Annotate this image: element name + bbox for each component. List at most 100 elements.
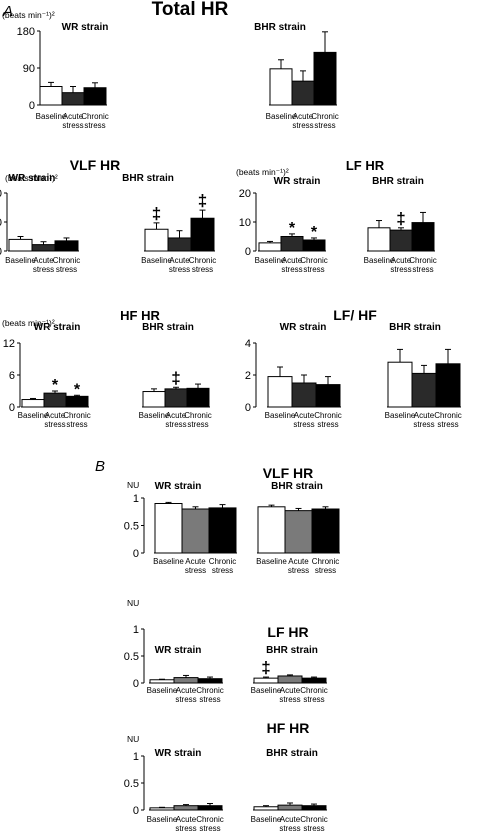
strain-label-1: WR strain	[274, 176, 321, 187]
y-tick-label: 0.5	[124, 521, 139, 533]
bar-wr-3	[315, 384, 341, 408]
bar-bhr-2	[389, 229, 413, 252]
bar-wr-2	[173, 677, 199, 684]
y-tick-label: 20	[239, 188, 251, 200]
x-category-label: Chronic stress	[196, 686, 224, 704]
y-tick-label: 0	[9, 402, 15, 414]
x-category-label: Acute stress	[185, 557, 206, 575]
chart-title: LF HR	[346, 158, 385, 173]
chart-title: LF/ HF	[333, 307, 377, 323]
bar-bhr-3	[411, 222, 435, 252]
y-tick-label: 0	[29, 100, 35, 112]
bar-bhr-3	[186, 387, 210, 408]
bar-bhr-1	[257, 506, 286, 554]
y-axis-unit-label: (beats min⁻¹)²	[2, 318, 55, 328]
x-category-label: Chronic stress	[184, 411, 212, 429]
x-category-label: Acute stress	[33, 256, 54, 274]
bar-bhr-1	[269, 68, 293, 106]
chart-title: LF HR	[267, 624, 308, 640]
strain-label-1: WR strain	[155, 645, 202, 656]
significance-double-dagger: ‡	[198, 191, 207, 210]
bar-bhr-1	[367, 227, 391, 252]
x-category-label: Baseline	[36, 112, 67, 121]
x-category-label: Chronic stress	[300, 686, 328, 704]
y-tick-label: 0.5	[124, 651, 139, 663]
strain-label-1: WR strain	[62, 22, 109, 33]
x-category-label: Acute stress	[293, 411, 314, 429]
x-category-label: Chronic stress	[314, 411, 342, 429]
significance-asterisk: *	[74, 381, 81, 398]
x-category-label: Chronic stress	[81, 112, 109, 130]
y-axis-unit-label: NU	[127, 480, 139, 490]
bar-bhr-1	[387, 361, 413, 408]
x-category-label: Baseline	[256, 557, 287, 566]
x-category-label: Baseline	[147, 815, 178, 824]
bar-wr-2	[31, 244, 56, 252]
significance-asterisk: *	[289, 220, 296, 237]
bar-wr-2	[173, 805, 199, 811]
bar-wr-3	[83, 87, 107, 106]
significance-double-dagger: ‡	[152, 204, 161, 223]
bar-bhr-2	[167, 237, 192, 252]
bar-bhr-3	[190, 217, 215, 252]
bar-bhr-3	[435, 363, 461, 408]
bar-wr-3	[208, 507, 237, 554]
bar-wr-1	[154, 503, 183, 554]
x-category-label: Chronic stress	[63, 411, 91, 429]
x-category-label: Acute stress	[413, 411, 434, 429]
strain-label-2: BHR strain	[372, 176, 424, 187]
strain-label-2: BHR strain	[122, 173, 174, 184]
x-category-label: Baseline	[255, 256, 286, 265]
x-category-label: Acute stress	[165, 411, 186, 429]
x-category-label: Chronic stress	[53, 256, 81, 274]
chart-title: Total HR	[152, 0, 229, 20]
significance-double-dagger: ‡	[171, 368, 180, 387]
y-axis-unit-label: (beats min⁻¹)²	[5, 173, 58, 183]
bar-bhr-1	[253, 806, 279, 811]
x-category-label: Chronic stress	[311, 112, 339, 130]
bar-wr-1	[39, 86, 63, 106]
y-tick-label: 90	[23, 63, 35, 75]
bar-bhr-1	[144, 228, 169, 252]
chart-title: VLF HR	[70, 157, 121, 173]
x-category-label: Baseline	[147, 686, 178, 695]
strain-label-1: WR strain	[155, 748, 202, 759]
bar-bhr-2	[411, 372, 437, 408]
y-tick-label: 180	[17, 26, 35, 38]
charts: Total HR(beats min⁻¹)²WR strain BHR strai…	[0, 0, 462, 833]
x-category-label: Chronic stress	[312, 557, 340, 575]
x-category-label: Acute stress	[62, 112, 83, 130]
x-category-label: Baseline	[385, 411, 416, 420]
x-category-label: Acute stress	[279, 686, 300, 704]
bar-wr-2	[291, 382, 317, 408]
strain-label-2: BHR strain	[254, 22, 306, 33]
y-tick-label: 0	[133, 548, 139, 560]
bar-wr-1	[258, 242, 282, 252]
significance-asterisk: *	[311, 224, 318, 241]
significance-asterisk: *	[52, 377, 59, 394]
y-axis-unit-label: (beats min⁻¹)²	[2, 10, 55, 20]
chart-6: VLF HR NU WR strain BHR strain 0 0.5 1 Baseline…	[124, 465, 340, 575]
x-category-label: Baseline	[251, 815, 282, 824]
chart-title: HF HR	[267, 720, 310, 736]
strain-label-1: WR strain	[9, 173, 56, 184]
x-category-label: Baseline	[251, 686, 282, 695]
x-category-label: Acute stress	[281, 256, 302, 274]
strain-label-1: WR strain	[34, 322, 81, 333]
y-axis-unit-label: NU	[127, 734, 139, 744]
y-tick-label: 1	[133, 624, 139, 636]
strain-label-2: BHR strain	[266, 748, 318, 759]
x-category-label: Baseline	[364, 256, 395, 265]
x-category-label: Chronic stress	[189, 256, 217, 274]
y-tick-label: 0	[133, 805, 139, 817]
bar-bhr-3	[311, 508, 340, 554]
chart-title: HF HR	[120, 308, 160, 323]
strain-label-2: BHR strain	[142, 322, 194, 333]
bar-wr-3	[197, 805, 223, 811]
strain-label-1: WR strain	[155, 481, 202, 492]
y-tick-label: 100	[0, 217, 2, 229]
y-tick-label: 1	[133, 493, 139, 505]
y-tick-label: 200	[0, 188, 2, 200]
